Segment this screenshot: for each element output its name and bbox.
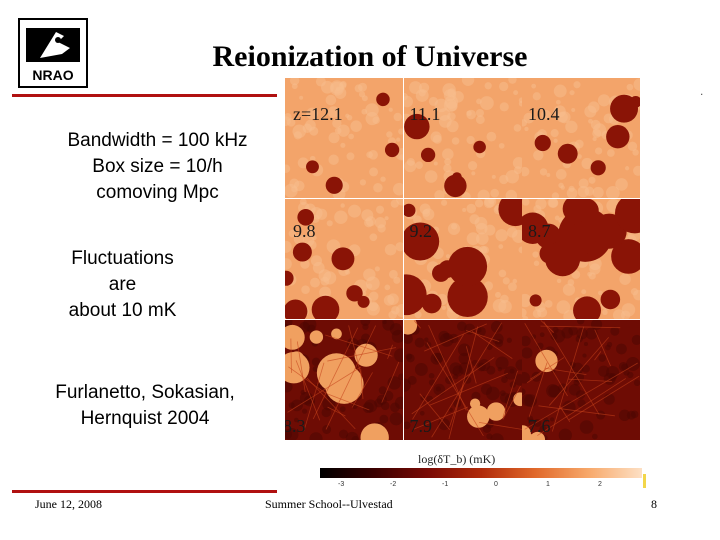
redshift-label: 10.4 (528, 104, 560, 124)
footer-date: June 12, 2008 (35, 497, 102, 511)
bandwidth-caption: Bandwidth = 100 kHz Box size = 10/h como… (67, 130, 248, 203)
simulation-panel-grid: z=12.1 11.1 10.4 9.8 9.2 8.7 8.3 7.9 7.6 (285, 78, 640, 440)
simulation-panel (403, 320, 522, 440)
redshift-label: 7.9 (409, 416, 433, 436)
colorbar-tick-label: -1 (442, 481, 449, 488)
redshift-label: 8.7 (528, 221, 551, 241)
citation-caption: Furlanetto, Sokasian, Hernquist 2004 (55, 382, 235, 429)
logo-text: NRAO (32, 67, 73, 83)
slide-title: Reionization of Universe (212, 40, 528, 73)
redshift-label: 8.3 (285, 416, 306, 436)
redshift-label: 9.2 (409, 221, 433, 241)
colorbar (320, 468, 642, 478)
redshift-label: z=12.1 (293, 104, 343, 124)
header-rule (12, 94, 277, 97)
redshift-label: 9.8 (293, 221, 316, 241)
page-number: 8 (651, 497, 657, 511)
simulation-panel (522, 78, 640, 198)
simulation-panel (522, 320, 640, 440)
colorbar-tick-label: -2 (390, 481, 397, 488)
colorbar-label: log(δT_b) (mK) (418, 452, 496, 466)
nrao-logo: NRAO (18, 18, 88, 88)
fluctuations-caption: Fluctuations are about 10 mK (68, 248, 177, 321)
colorbar-tick-label: 0 (494, 481, 498, 488)
footer-accent (643, 474, 646, 488)
colorbar-tick-label: -3 (338, 481, 345, 488)
colorbar-tick-label: 2 (598, 481, 602, 488)
simulation-panel (403, 199, 522, 319)
simulation-panel (285, 78, 403, 198)
redshift-label: 11.1 (409, 104, 441, 124)
footer-event: Summer School--Ulvestad (265, 497, 393, 511)
colorbar-tick-label: 1 (546, 481, 550, 488)
simulation-panel (403, 78, 522, 198)
footer-rule (12, 490, 277, 493)
simulation-panel (285, 320, 403, 440)
redshift-label: 7.6 (528, 416, 551, 436)
simulation-panel (285, 199, 403, 319)
simulation-panel (522, 199, 640, 319)
corner-mark: . (700, 84, 704, 98)
